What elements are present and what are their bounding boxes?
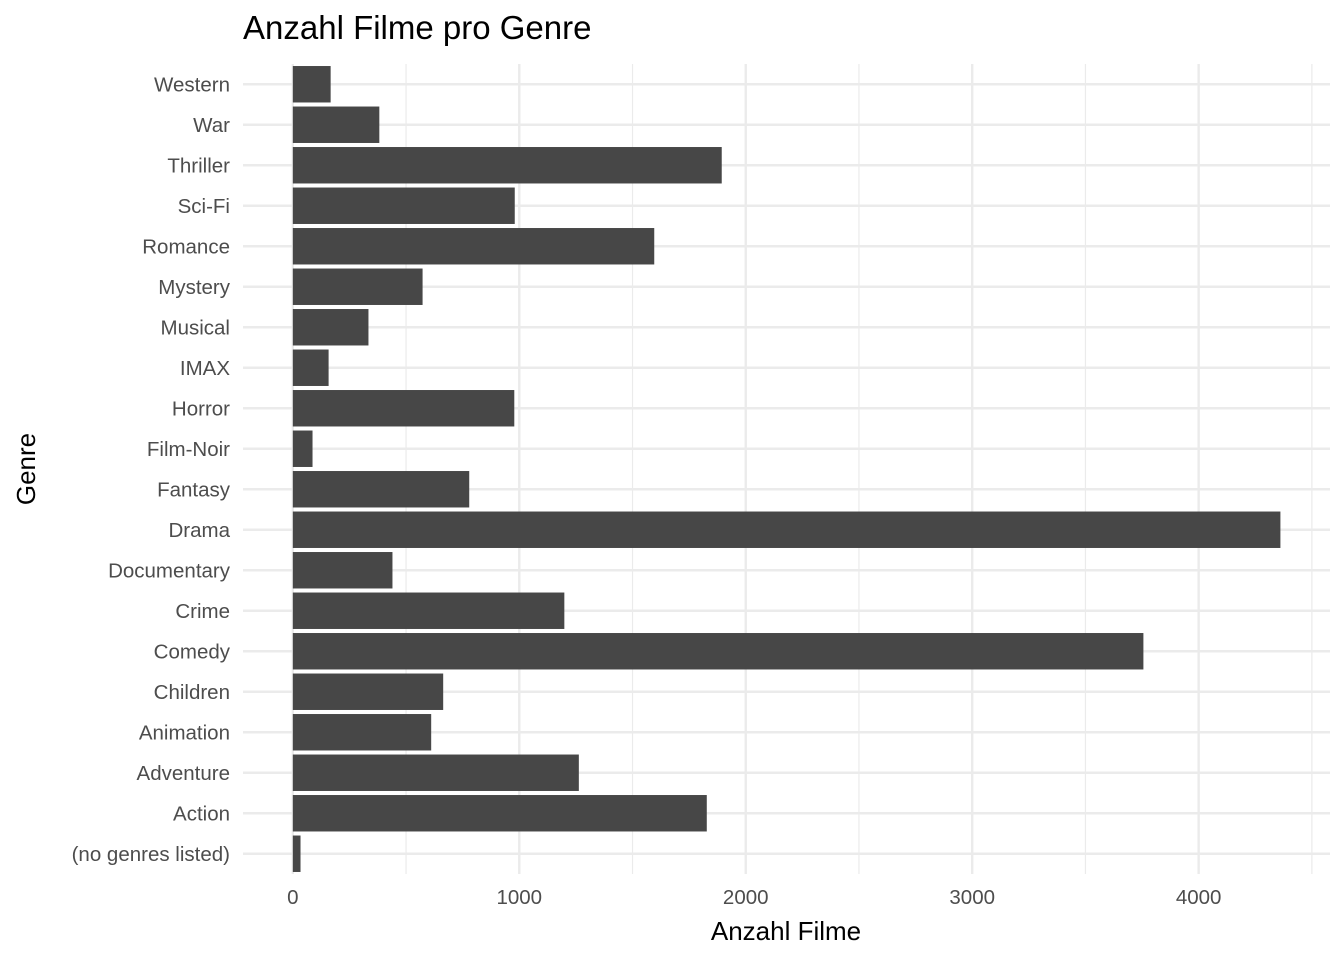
x-tick-label: 2000: [723, 886, 769, 909]
bar-horror: [292, 390, 515, 427]
bar-no-genres-listed: [292, 835, 301, 872]
bar-romance: [292, 228, 655, 265]
y-axis-title: Genre: [11, 433, 41, 505]
y-tick-label: Documentary: [108, 559, 231, 582]
x-tick-label: 4000: [1176, 886, 1222, 909]
y-tick-label: Action: [173, 802, 230, 825]
y-tick-label: (no genres listed): [72, 843, 230, 866]
y-tick-label: IMAX: [180, 357, 230, 380]
bar-drama: [292, 511, 1281, 548]
y-tick-label: Crime: [175, 600, 230, 623]
bar-adventure: [292, 754, 579, 791]
chart-title: Anzahl Filme pro Genre: [243, 9, 591, 46]
x-tick-labels: 0 1000 2000 3000 4000: [287, 886, 1221, 909]
y-tick-label: Musical: [161, 316, 231, 339]
bar-fantasy: [292, 471, 470, 508]
y-tick-label: Comedy: [154, 640, 231, 663]
y-tick-label: Drama: [168, 519, 230, 542]
bar-sci-fi: [292, 187, 515, 224]
bar-musical: [292, 309, 369, 346]
y-tick-label: Children: [154, 681, 230, 704]
y-tick-label: Thriller: [167, 154, 230, 177]
bar-children: [292, 673, 444, 710]
bar-mystery: [292, 268, 423, 305]
y-tick-label: Sci-Fi: [178, 195, 230, 218]
y-tick-label: Adventure: [137, 762, 230, 785]
y-tick-label: War: [193, 114, 230, 137]
x-axis-title: Anzahl Filme: [711, 916, 861, 946]
x-tick-label: 0: [287, 886, 298, 909]
y-tick-label: Fantasy: [157, 478, 231, 501]
y-tick-labels: (no genres listed) Action Adventure Animati…: [72, 73, 231, 866]
bar-crime: [292, 592, 565, 629]
bar-film-noir: [292, 430, 313, 467]
y-tick-label: Western: [154, 73, 230, 96]
bar-action: [292, 795, 707, 832]
y-tick-label: Horror: [172, 397, 230, 420]
bar-comedy: [292, 633, 1144, 670]
y-tick-label: Film-Noir: [147, 438, 230, 461]
bar-thriller: [292, 147, 722, 184]
y-tick-label: Mystery: [158, 276, 231, 299]
y-tick-label: Animation: [139, 721, 230, 744]
grid-lines: [243, 64, 1330, 874]
bars: [292, 66, 1281, 872]
x-tick-label: 1000: [496, 886, 542, 909]
bar-war: [292, 106, 380, 143]
bar-imax: [292, 349, 329, 386]
y-tick-label: Romance: [142, 235, 230, 258]
bar-animation: [292, 714, 432, 751]
bar-western: [292, 66, 331, 103]
bar-documentary: [292, 552, 393, 589]
x-tick-label: 3000: [949, 886, 995, 909]
